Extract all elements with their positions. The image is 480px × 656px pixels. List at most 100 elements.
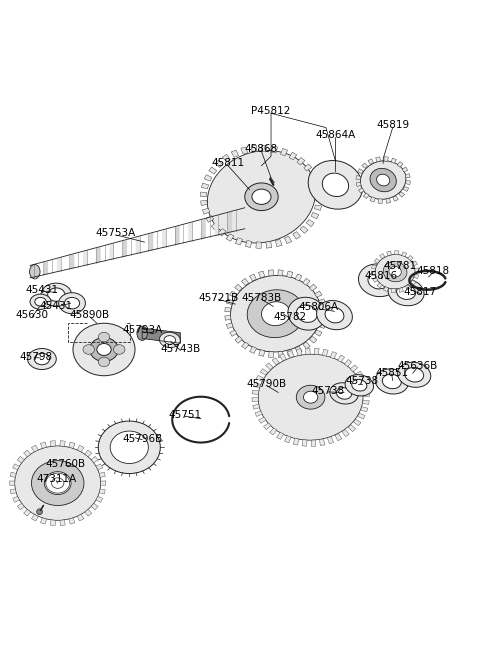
Polygon shape [410,280,416,285]
Ellipse shape [44,472,71,495]
Ellipse shape [345,375,373,396]
Polygon shape [313,179,321,185]
Polygon shape [241,147,248,154]
Polygon shape [315,188,323,193]
Ellipse shape [375,255,415,289]
Ellipse shape [207,150,315,243]
Ellipse shape [98,333,110,342]
Polygon shape [303,278,310,285]
Polygon shape [265,363,273,369]
Text: 45790B: 45790B [246,379,286,389]
Polygon shape [32,514,38,521]
Text: 45793A: 45793A [122,325,162,335]
Polygon shape [32,445,38,452]
Polygon shape [384,157,388,161]
Polygon shape [337,355,345,362]
Ellipse shape [405,367,424,382]
Ellipse shape [34,354,49,365]
Polygon shape [391,158,396,163]
Polygon shape [372,265,376,269]
Text: 45738: 45738 [345,377,378,386]
Polygon shape [414,274,419,279]
Polygon shape [200,192,207,197]
Text: 45806A: 45806A [299,302,339,312]
Ellipse shape [297,305,317,322]
Polygon shape [302,440,307,446]
Polygon shape [362,400,369,404]
Ellipse shape [159,333,180,348]
Polygon shape [358,413,365,419]
Polygon shape [287,271,293,277]
Ellipse shape [308,161,363,209]
Polygon shape [202,183,208,189]
Ellipse shape [370,169,396,192]
Polygon shape [384,287,388,291]
Polygon shape [311,213,319,219]
Polygon shape [402,167,408,172]
Polygon shape [241,342,249,349]
Polygon shape [403,186,409,192]
Polygon shape [359,188,364,193]
Polygon shape [40,518,47,524]
Text: 45817: 45817 [404,287,437,297]
Polygon shape [241,278,249,285]
Polygon shape [378,199,383,203]
Text: 45753A: 45753A [96,228,136,237]
Polygon shape [387,251,391,256]
Polygon shape [270,428,277,435]
Polygon shape [335,434,342,441]
Ellipse shape [41,283,72,306]
Ellipse shape [30,294,51,310]
Polygon shape [60,441,65,446]
Circle shape [36,509,42,514]
Text: 45781: 45781 [384,261,417,271]
Polygon shape [96,497,103,502]
Polygon shape [259,417,266,423]
Polygon shape [12,497,19,502]
Polygon shape [225,316,231,320]
Polygon shape [255,411,263,417]
Polygon shape [393,196,398,201]
Polygon shape [287,350,293,356]
Ellipse shape [383,262,407,282]
Polygon shape [356,182,361,186]
Polygon shape [10,481,15,485]
Polygon shape [377,283,383,288]
Ellipse shape [46,473,70,493]
Polygon shape [399,192,405,197]
Text: 45431: 45431 [40,300,73,310]
Polygon shape [278,270,283,276]
Polygon shape [10,472,16,478]
Ellipse shape [32,461,84,506]
Ellipse shape [51,478,64,488]
Polygon shape [245,241,252,247]
Polygon shape [50,520,56,525]
Polygon shape [356,176,360,179]
Polygon shape [319,439,325,445]
Ellipse shape [110,431,148,464]
Polygon shape [222,154,230,162]
Polygon shape [358,169,363,174]
Polygon shape [395,251,399,255]
Polygon shape [99,472,105,478]
Ellipse shape [317,300,352,330]
Polygon shape [250,346,256,354]
Polygon shape [40,442,47,448]
Ellipse shape [303,391,318,403]
Polygon shape [85,450,92,457]
Polygon shape [405,174,410,178]
Text: 45751: 45751 [168,410,202,420]
Polygon shape [303,342,310,349]
Polygon shape [211,222,219,230]
Polygon shape [215,160,223,167]
Polygon shape [386,198,391,203]
Ellipse shape [336,388,352,399]
Ellipse shape [325,308,344,323]
Polygon shape [368,159,373,164]
Polygon shape [272,358,279,365]
Polygon shape [319,323,325,329]
Text: 45760B: 45760B [46,459,86,469]
Polygon shape [203,208,210,214]
Polygon shape [17,457,24,463]
Text: 47311A: 47311A [36,474,76,484]
